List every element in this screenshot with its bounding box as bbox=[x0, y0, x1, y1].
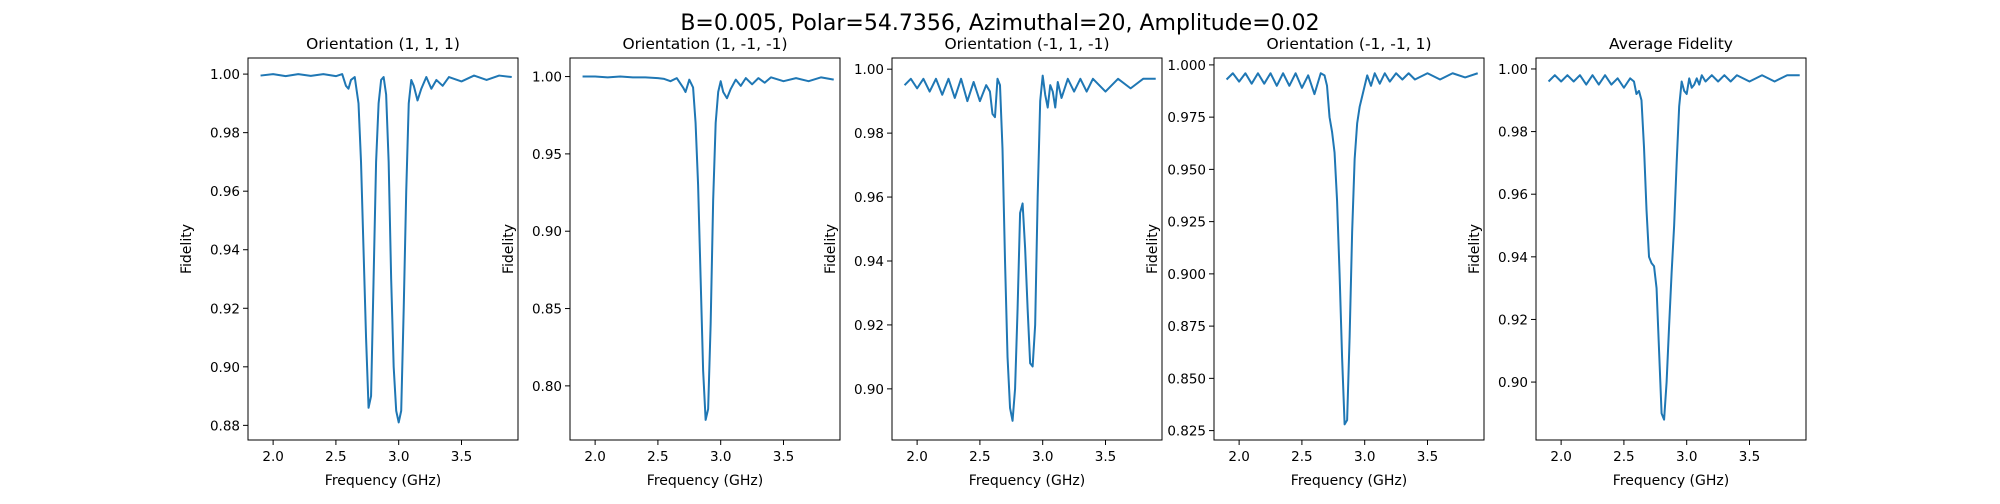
x-tick-label: 3.0 bbox=[1032, 449, 1053, 465]
y-tick-label: 0.94 bbox=[210, 243, 240, 259]
series-line bbox=[903, 74, 1156, 422]
subplot-title: Orientation (1, 1, 1) bbox=[306, 35, 460, 53]
y-tick-label: 0.94 bbox=[1498, 250, 1528, 266]
x-axis-label: Frequency (GHz) bbox=[969, 473, 1085, 489]
y-tick-label: 0.98 bbox=[210, 126, 240, 142]
x-tick-label: 2.5 bbox=[1613, 449, 1634, 465]
y-tick-label: 0.88 bbox=[210, 418, 240, 434]
series-line bbox=[1547, 74, 1800, 421]
y-axis-label: Fidelity bbox=[179, 224, 195, 274]
y-tick-label: 0.875 bbox=[1167, 319, 1206, 335]
x-tick-label: 3.0 bbox=[1676, 449, 1697, 465]
subplot-1: Orientation (1, 1, 1) 2.0 2.5 3.0 3.5 0.88 0.9… bbox=[179, 35, 519, 489]
y-tick-label: 1.000 bbox=[1167, 58, 1206, 74]
x-tick-label: 2.0 bbox=[584, 449, 605, 465]
y-tick-label: 0.92 bbox=[1498, 312, 1528, 328]
y-tick-label: 0.94 bbox=[854, 254, 884, 270]
y-tick-label: 0.900 bbox=[1167, 267, 1206, 283]
plot-frame bbox=[1213, 57, 1485, 441]
x-axis-label: Frequency (GHz) bbox=[1613, 473, 1729, 489]
series-line bbox=[582, 75, 834, 421]
x-tick-label: 3.5 bbox=[1417, 449, 1438, 465]
plot-frame bbox=[891, 57, 1163, 441]
y-tick-label: 0.85 bbox=[532, 302, 562, 318]
x-tick-label: 3.5 bbox=[1095, 449, 1116, 465]
y-tick-label: 0.96 bbox=[854, 190, 884, 206]
y-tick-label: 0.850 bbox=[1167, 371, 1206, 387]
x-tick-label: 3.0 bbox=[710, 449, 731, 465]
y-tick-label: 0.95 bbox=[532, 147, 562, 163]
subplot-5: Average Fidelity 2.0 2.5 3.0 3.5 0.90 0.92 0.94… bbox=[1467, 35, 1807, 489]
y-tick-label: 1.00 bbox=[532, 70, 562, 86]
y-axis-label: Fidelity bbox=[1145, 224, 1161, 274]
y-tick-label: 1.00 bbox=[210, 67, 240, 83]
x-axis-label: Frequency (GHz) bbox=[647, 473, 763, 489]
x-tick-label: 2.0 bbox=[1550, 449, 1571, 465]
series-line bbox=[1225, 72, 1479, 426]
x-tick-label: 3.5 bbox=[451, 449, 472, 465]
subplot-4: Orientation (-1, -1, 1) 2.0 2.5 3.0 3.5 0.825… bbox=[1145, 35, 1485, 489]
x-axis-label: Frequency (GHz) bbox=[325, 473, 441, 489]
y-tick-label: 0.96 bbox=[1498, 187, 1528, 203]
y-tick-label: 0.90 bbox=[210, 360, 240, 376]
y-tick-label: 0.90 bbox=[1498, 375, 1528, 391]
subplot-3: Orientation (-1, 1, -1) 2.0 2.5 3.0 3.5 0.90 0… bbox=[823, 35, 1163, 489]
y-axis-label: Fidelity bbox=[501, 224, 517, 274]
subplot-2: Orientation (1, -1, -1) 2.0 2.5 3.0 3.5 0.80 0… bbox=[501, 35, 841, 489]
y-tick-label: 0.98 bbox=[854, 126, 884, 142]
plot-frame bbox=[569, 57, 841, 441]
y-tick-label: 0.98 bbox=[1498, 125, 1528, 141]
y-tick-label: 0.925 bbox=[1167, 215, 1206, 231]
y-tick-label: 0.96 bbox=[210, 184, 240, 200]
figure-title: B=0.005, Polar=54.7356, Azimuthal=20, Am… bbox=[680, 11, 1319, 36]
y-axis-label: Fidelity bbox=[823, 224, 839, 274]
x-tick-label: 2.5 bbox=[325, 449, 346, 465]
x-tick-label: 2.0 bbox=[1228, 449, 1249, 465]
x-tick-label: 2.5 bbox=[647, 449, 668, 465]
x-tick-label: 3.5 bbox=[773, 449, 794, 465]
x-tick-label: 3.0 bbox=[388, 449, 409, 465]
x-axis-label: Frequency (GHz) bbox=[1291, 473, 1407, 489]
x-tick-label: 3.5 bbox=[1739, 449, 1760, 465]
subplot-title: Orientation (-1, 1, -1) bbox=[944, 35, 1109, 53]
y-tick-label: 1.00 bbox=[854, 62, 884, 78]
series-line bbox=[260, 73, 512, 424]
x-tick-label: 2.0 bbox=[906, 449, 927, 465]
y-tick-label: 0.950 bbox=[1167, 162, 1206, 178]
y-tick-label: 1.00 bbox=[1498, 62, 1528, 78]
subplot-title: Orientation (1, -1, -1) bbox=[622, 35, 787, 53]
y-tick-label: 0.975 bbox=[1167, 110, 1206, 126]
y-tick-label: 0.80 bbox=[532, 379, 562, 395]
y-tick-label: 0.92 bbox=[854, 318, 884, 334]
plot-frame bbox=[247, 57, 519, 441]
x-tick-label: 2.5 bbox=[969, 449, 990, 465]
subplot-title: Orientation (-1, -1, 1) bbox=[1266, 35, 1431, 53]
x-tick-label: 2.5 bbox=[1291, 449, 1312, 465]
y-tick-label: 0.825 bbox=[1167, 424, 1206, 440]
y-tick-label: 0.90 bbox=[532, 224, 562, 240]
x-tick-label: 2.0 bbox=[262, 449, 283, 465]
y-tick-label: 0.90 bbox=[854, 382, 884, 398]
x-tick-label: 3.0 bbox=[1354, 449, 1375, 465]
y-tick-label: 0.92 bbox=[210, 301, 240, 317]
y-axis-label: Fidelity bbox=[1467, 224, 1483, 274]
subplot-title: Average Fidelity bbox=[1609, 35, 1733, 53]
plot-frame bbox=[1535, 57, 1807, 441]
